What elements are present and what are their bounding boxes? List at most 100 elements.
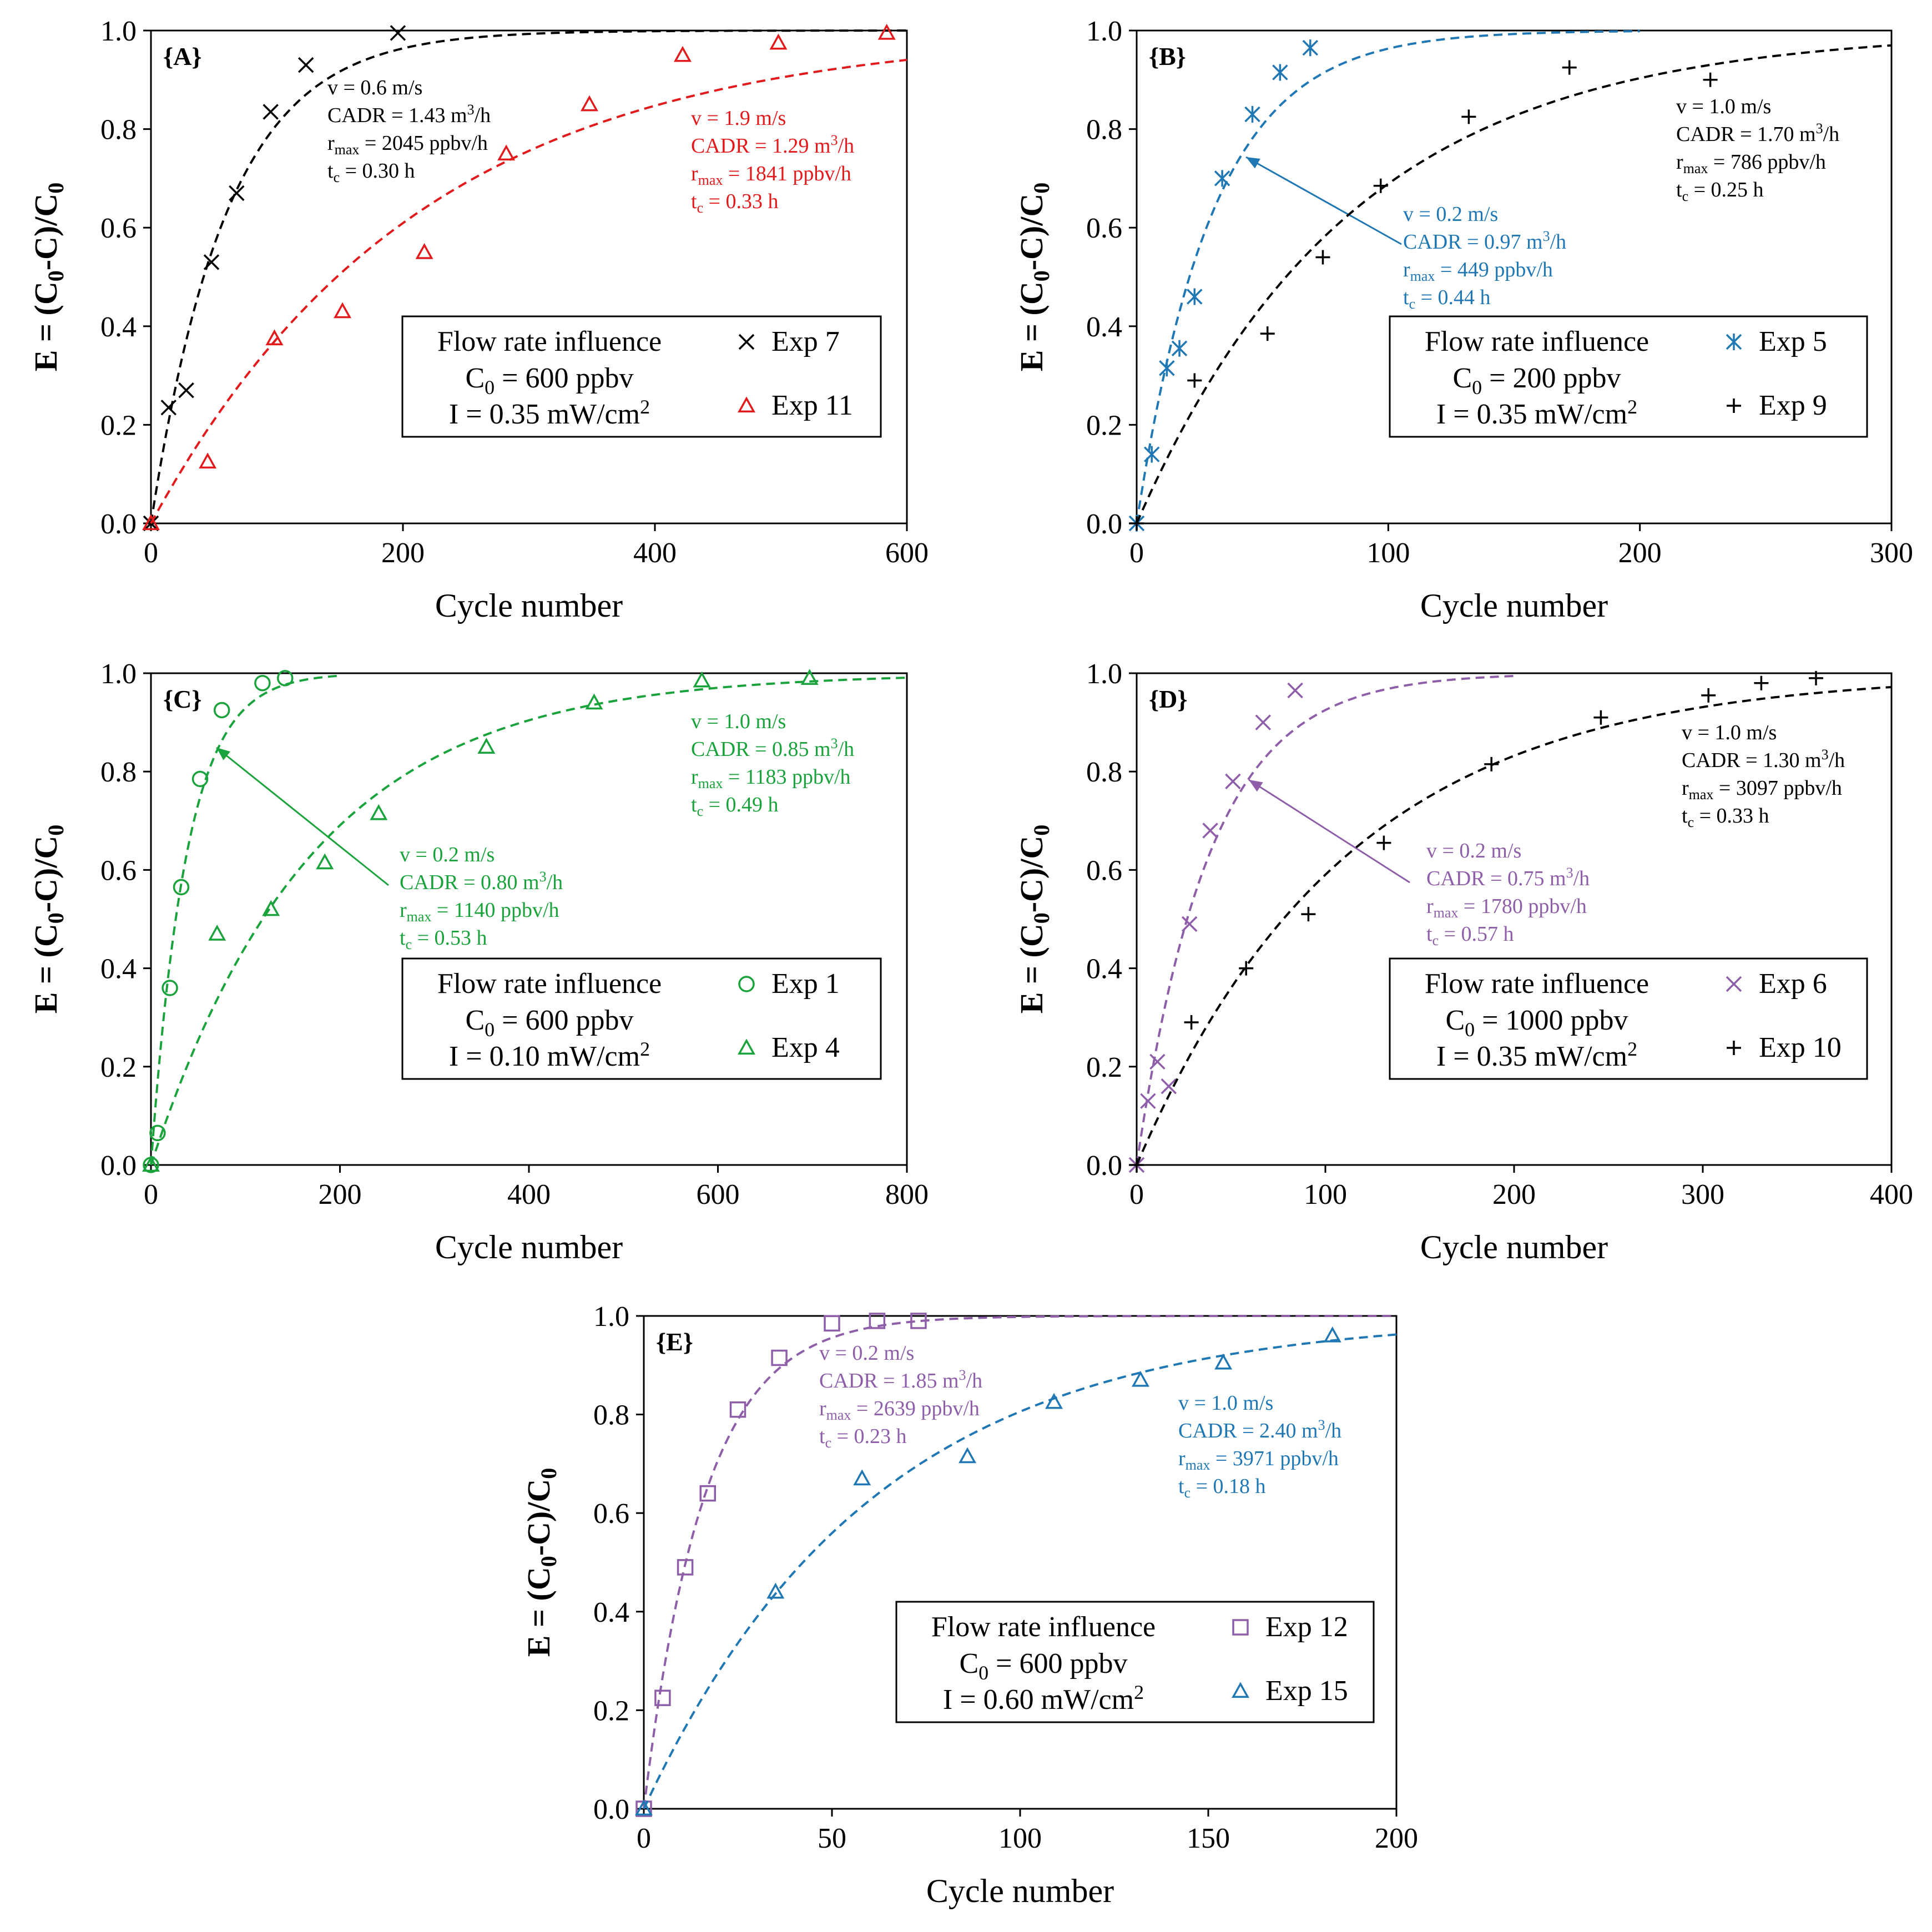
fit-curve: [1136, 675, 1515, 1166]
y-axis-label-text: -C)/C: [1013, 836, 1050, 913]
legend-marker: [1232, 1682, 1249, 1698]
annotation-subscript: c: [406, 936, 412, 952]
legend-marker: [738, 396, 755, 413]
data-point: [1129, 516, 1144, 531]
annotation-arrow: [1245, 156, 1402, 245]
annotation-cadr: CADR = 1.43 m3/h: [327, 102, 491, 127]
data-point: [635, 1799, 653, 1816]
y-tick-label: 0.8: [1086, 756, 1122, 788]
x-tick-label: 400: [507, 1179, 551, 1210]
annotation-text: CADR = 1.30 m: [1682, 749, 1822, 772]
y-tick-label: 0.0: [1086, 508, 1122, 540]
data-point: [800, 669, 819, 685]
legend-entry: Exp 6: [1759, 968, 1827, 1000]
annotation-text: CADR = 1.29 m: [691, 134, 831, 158]
annotation-text: = 1780 ppbv/h: [1458, 895, 1587, 918]
data-point: [585, 693, 603, 710]
annotation-rmax: rmax = 1841 ppbv/h: [691, 162, 851, 188]
y-axis-label-subscript: 0: [43, 825, 68, 836]
annotation-text: t: [691, 190, 697, 213]
annotation-tc: tc = 0.57 h: [1426, 922, 1514, 949]
annotation-subscript: c: [1184, 1485, 1191, 1501]
data-point: [677, 1559, 694, 1576]
x-tick-label: 50: [818, 1823, 846, 1854]
legend-intensity: I = 0.35 mW/cm2: [449, 396, 650, 430]
annotation-text: CADR = 1.43 m: [327, 104, 467, 127]
annotation-tc: tc = 0.23 h: [819, 1425, 907, 1451]
series-exp-12: [635, 1313, 1396, 1817]
annotation-text: CADR = 2.40 m: [1178, 1419, 1318, 1442]
annotation-text: t: [691, 793, 697, 816]
annotation-superscript: 3: [831, 735, 838, 751]
legend-superscript: 2: [1627, 396, 1637, 418]
fit-curve: [150, 674, 340, 1166]
y-tick-label: 0.8: [593, 1400, 629, 1431]
x-tick-label: 0: [1129, 1179, 1144, 1210]
annotation-text: = 1841 ppbv/h: [723, 162, 851, 185]
fit-curve: [150, 58, 907, 524]
data-point: [1159, 360, 1175, 377]
data-point: [1376, 835, 1391, 850]
panel-label: {D}: [1149, 685, 1187, 713]
annotation-subscript: max: [335, 142, 360, 158]
annotation-superscript: 3: [1318, 1417, 1325, 1433]
data-point: [160, 400, 177, 416]
y-axis-label-subscript: 0: [43, 912, 68, 924]
y-tick-label: 0.8: [100, 114, 137, 146]
legend-subscript: 0: [978, 1662, 988, 1684]
annotation-superscript: 3: [831, 132, 838, 148]
annotation-subscript: c: [825, 1435, 832, 1451]
annotation-text: = 0.18 h: [1191, 1475, 1265, 1498]
annotation-superscript: 3: [1816, 120, 1823, 137]
x-axis-label: Cycle number: [926, 1873, 1114, 1909]
legend-superscript: 2: [1627, 1038, 1637, 1060]
y-tick-label: 0.2: [100, 410, 137, 441]
annotation-rmax: rmax = 2639 ppbv/h: [819, 1397, 980, 1423]
series-exp-4: [142, 669, 907, 1172]
annotation-text: CADR = 0.75 m: [1426, 867, 1566, 890]
data-point: [1225, 773, 1241, 790]
legend-marker: [738, 1038, 755, 1055]
annotation-rmax: rmax = 449 ppbv/h: [1403, 258, 1553, 284]
annotation-text: /h: [1823, 123, 1840, 146]
annotation-text: r: [1426, 895, 1434, 918]
annotation-text: = 0.30 h: [340, 159, 415, 183]
data-point: [1171, 340, 1188, 357]
annotation-velocity: v = 0.6 m/s: [327, 76, 422, 99]
data-point: [1260, 326, 1275, 341]
x-axis-label: Cycle number: [1420, 587, 1608, 624]
series-exp-6: [1128, 675, 1515, 1173]
x-tick-label: 200: [1375, 1823, 1418, 1854]
data-point: [277, 670, 294, 687]
annotation-velocity: v = 1.9 m/s: [691, 107, 786, 130]
annotation-subscript: max: [407, 909, 432, 925]
annotation-superscript: 3: [1543, 228, 1550, 244]
annotation-text: r: [400, 899, 407, 922]
data-point: [142, 1156, 160, 1172]
annotation-velocity: v = 0.2 m/s: [819, 1341, 914, 1365]
legend-entry: Exp 9: [1759, 390, 1827, 421]
annotation-tc: tc = 0.49 h: [691, 793, 779, 819]
y-tick-label: 0.8: [100, 756, 137, 788]
series-exp-10: [1129, 670, 1892, 1172]
legend-marker: [1726, 334, 1742, 350]
x-tick-label: 100: [1366, 537, 1410, 569]
x-tick-label: 400: [633, 537, 677, 569]
data-point: [199, 452, 217, 469]
legend-c0: C0 = 1000 ppbv: [1445, 1005, 1628, 1041]
annotation-velocity: v = 0.2 m/s: [1403, 203, 1498, 226]
annotation-cadr: CADR = 0.97 m3/h: [1403, 228, 1566, 254]
data-point: [254, 674, 271, 692]
legend-text: I = 0.35 mW/cm: [449, 398, 640, 430]
x-tick-label: 0: [144, 1179, 158, 1210]
data-point: [1484, 756, 1499, 771]
annotation-text: /h: [1829, 749, 1845, 772]
data-point: [497, 144, 516, 161]
y-tick-label: 0.6: [1086, 855, 1122, 886]
legend-text: = 1000 ppbv: [1475, 1005, 1628, 1036]
legend-marker: [1727, 398, 1741, 413]
